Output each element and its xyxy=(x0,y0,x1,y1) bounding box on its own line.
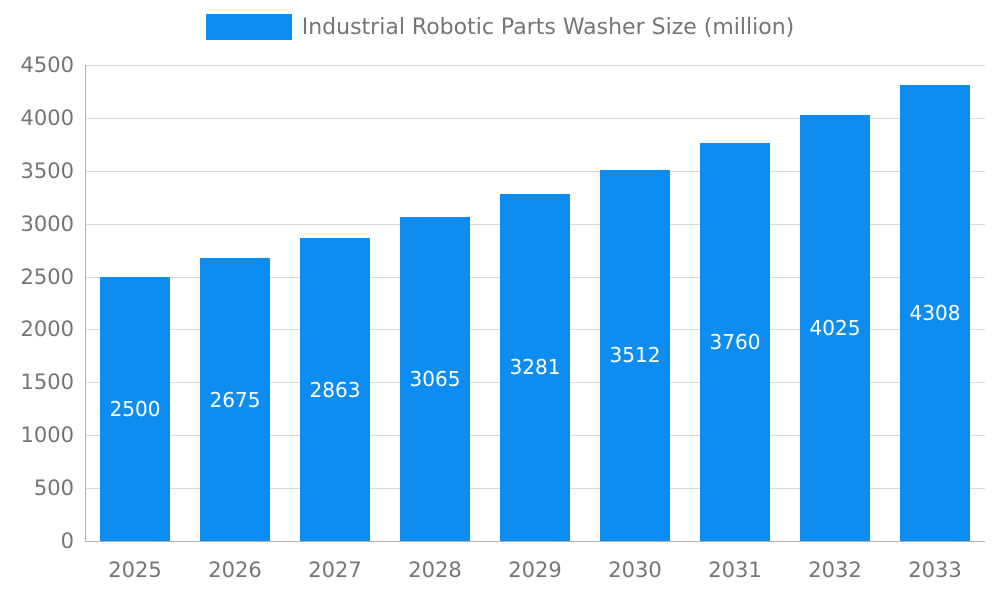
bar: 2500 xyxy=(100,276,170,541)
bar-value-label: 3760 xyxy=(709,330,761,355)
x-tick-label: 2027 xyxy=(308,558,362,582)
gridline xyxy=(85,170,985,172)
gridline xyxy=(85,117,985,119)
bar: 4308 xyxy=(900,85,970,541)
bar: 3512 xyxy=(600,169,670,541)
x-tick-label: 2030 xyxy=(608,558,662,582)
y-tick-label: 4500 xyxy=(20,53,74,77)
bar-value-label: 3281 xyxy=(509,355,561,380)
y-tick-label: 1500 xyxy=(20,370,74,395)
bar: 3065 xyxy=(400,216,470,541)
gridline xyxy=(85,65,985,66)
bar-value-label: 3065 xyxy=(409,366,461,391)
bar: 3760 xyxy=(700,143,770,541)
y-tick-label: 500 xyxy=(33,476,74,501)
bar-value-label: 2863 xyxy=(309,377,361,402)
x-axis-line xyxy=(85,541,985,542)
bar-value-label: 4025 xyxy=(809,316,861,341)
legend: Industrial Robotic Parts Washer Size (mi… xyxy=(0,14,1000,40)
x-tick-label: 2029 xyxy=(508,558,562,582)
bar-value-label: 4308 xyxy=(909,301,961,326)
y-tick-label: 0 xyxy=(60,529,74,553)
bar-value-label: 2500 xyxy=(109,396,161,421)
bar: 3281 xyxy=(500,193,570,541)
y-axis-line xyxy=(85,65,86,542)
x-tick-label: 2031 xyxy=(708,558,762,582)
bar-value-label: 2675 xyxy=(209,387,261,412)
y-tick-label: 2000 xyxy=(20,317,74,342)
x-tick-label: 2032 xyxy=(808,558,862,582)
bar-value-label: 3512 xyxy=(609,343,661,368)
bar: 4025 xyxy=(800,115,870,541)
plot-area: 2500 2675 2863 3065 3281 3512 3760 4025 4308 xyxy=(85,65,985,542)
bar: 2863 xyxy=(300,238,370,541)
x-tick-label: 2026 xyxy=(208,558,262,582)
x-tick-label: 2028 xyxy=(408,558,462,582)
y-tick-label: 2500 xyxy=(20,264,74,289)
y-tick-label: 3000 xyxy=(20,211,74,236)
bar: 2675 xyxy=(200,258,270,541)
y-tick-label: 4000 xyxy=(20,105,74,130)
legend-label: Industrial Robotic Parts Washer Size (mi… xyxy=(301,14,795,40)
x-tick-label: 2025 xyxy=(108,558,162,582)
x-tick-label: 2033 xyxy=(908,558,962,582)
y-tick-label: 1000 xyxy=(20,423,74,448)
legend-swatch xyxy=(205,14,292,40)
y-tick-label: 3500 xyxy=(20,158,74,183)
